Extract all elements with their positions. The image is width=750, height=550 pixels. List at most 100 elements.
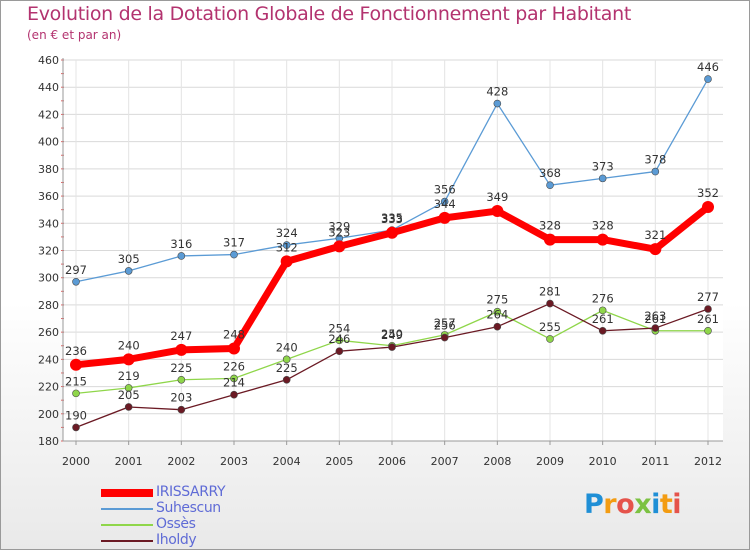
data-label-osss: 226 [223,359,245,373]
data-point-iholdy [177,405,186,414]
data-label-suhescun: 324 [276,226,298,240]
data-label-iholdy: 203 [170,391,192,405]
data-point-osss [704,326,712,335]
data-label-irissarry: 352 [697,186,719,200]
y-tick-label: 380 [38,163,59,176]
data-label-suhescun: 305 [118,252,140,266]
x-tick-label: 2007 [431,455,459,468]
y-tick-label: 320 [38,245,59,258]
data-point-osss [335,336,344,345]
data-label-irissarry: 312 [276,240,298,254]
legend-swatch-osses [101,524,153,526]
data-label-irissarry: 321 [644,228,666,242]
data-point-osss [177,375,186,384]
data-label-iholdy: 261 [592,312,614,326]
legend-label-iholdy: Iholdy [156,532,197,548]
data-label-irissarry: 240 [118,338,140,352]
data-point-iholdy [598,326,607,335]
x-tick-label: 2009 [536,455,564,468]
y-tick-label: 340 [38,217,59,230]
data-point-irissarry [702,200,714,213]
logo-letter: t [659,489,673,520]
legend-swatch-irissarry [101,489,153,497]
data-point-suhescun [282,241,291,249]
data-point-suhescun [493,99,502,108]
data-label-irissarry: 344 [434,197,456,211]
chart-title: Evolution de la Dotation Globale de Fonc… [27,3,632,25]
data-label-irissarry: 248 [223,327,245,341]
data-point-suhescun [598,174,607,183]
data-label-osss: 254 [328,321,350,335]
data-point-osss [230,374,238,383]
data-label-irissarry: 247 [170,329,192,343]
data-label-iholdy: 281 [539,285,561,299]
data-point-osss [546,335,554,343]
data-label-irissarry: 236 [65,344,87,358]
logo-letter: P [584,489,604,520]
data-point-suhescun [177,252,186,260]
data-label-iholdy: 256 [434,319,456,333]
data-point-suhescun [440,197,449,206]
legend-label-irissarry: IRISSARRY [156,484,226,500]
data-label-suhescun: 368 [539,166,561,180]
data-point-irissarry [70,358,82,371]
data-point-suhescun [546,181,554,189]
data-label-irissarry: 333 [381,212,403,226]
x-tick-label: 2000 [62,455,90,468]
data-point-iholdy [282,375,291,384]
data-label-irissarry: 349 [486,190,508,204]
x-tick-label: 2002 [167,455,195,468]
x-tick-label: 2012 [694,455,722,468]
data-point-iholdy [651,324,660,332]
data-point-irissarry [228,342,240,355]
data-label-iholdy: 205 [118,388,140,402]
data-point-iholdy [440,333,449,342]
data-point-irissarry [649,243,662,256]
data-label-iholdy: 214 [223,376,245,390]
data-label-osss: 250 [381,327,403,341]
logo-letter: r [603,489,617,520]
data-label-suhescun: 356 [434,183,456,197]
data-point-irissarry [596,233,609,246]
legend-swatch-suhescun [101,508,153,510]
data-label-osss: 219 [118,369,140,383]
y-tick-label: 220 [38,381,59,394]
y-tick-label: 240 [38,353,59,366]
data-label-osss: 257 [434,316,456,330]
data-point-irissarry [491,205,504,218]
data-point-osss [493,307,502,316]
data-point-irissarry [438,211,451,224]
data-point-irissarry [280,255,293,268]
data-label-suhescun: 297 [65,263,87,277]
data-label-suhescun: 317 [223,236,245,250]
y-tick-label: 440 [38,81,59,94]
data-point-irissarry [544,233,556,246]
data-label-osss: 261 [697,312,719,326]
data-point-iholdy [493,322,502,331]
x-tick-label: 2006 [378,455,406,468]
data-point-iholdy [72,423,80,432]
data-label-osss: 225 [170,361,192,375]
x-tick-label: 2011 [641,455,669,468]
y-tick-label: 460 [38,54,59,67]
data-label-osss: 255 [539,320,561,334]
data-label-suhescun: 446 [697,60,719,74]
logo-letter: x [634,489,652,520]
data-point-iholdy [388,343,396,351]
data-point-osss [598,306,607,315]
data-label-iholdy: 249 [381,328,403,342]
legend-swatch-iholdy [101,540,153,542]
data-point-suhescun [230,250,238,259]
data-label-iholdy: 264 [486,308,508,322]
x-tick-label: 2001 [115,455,143,468]
data-label-irissarry: 328 [539,219,561,233]
data-point-iholdy [704,305,712,313]
data-point-osss [72,389,80,398]
proxiti-logo: Proxiti [584,489,682,520]
data-label-irissarry: 323 [328,225,350,239]
data-label-suhescun: 373 [592,159,614,173]
data-label-iholdy: 246 [328,332,350,346]
data-label-irissarry: 328 [592,219,614,233]
